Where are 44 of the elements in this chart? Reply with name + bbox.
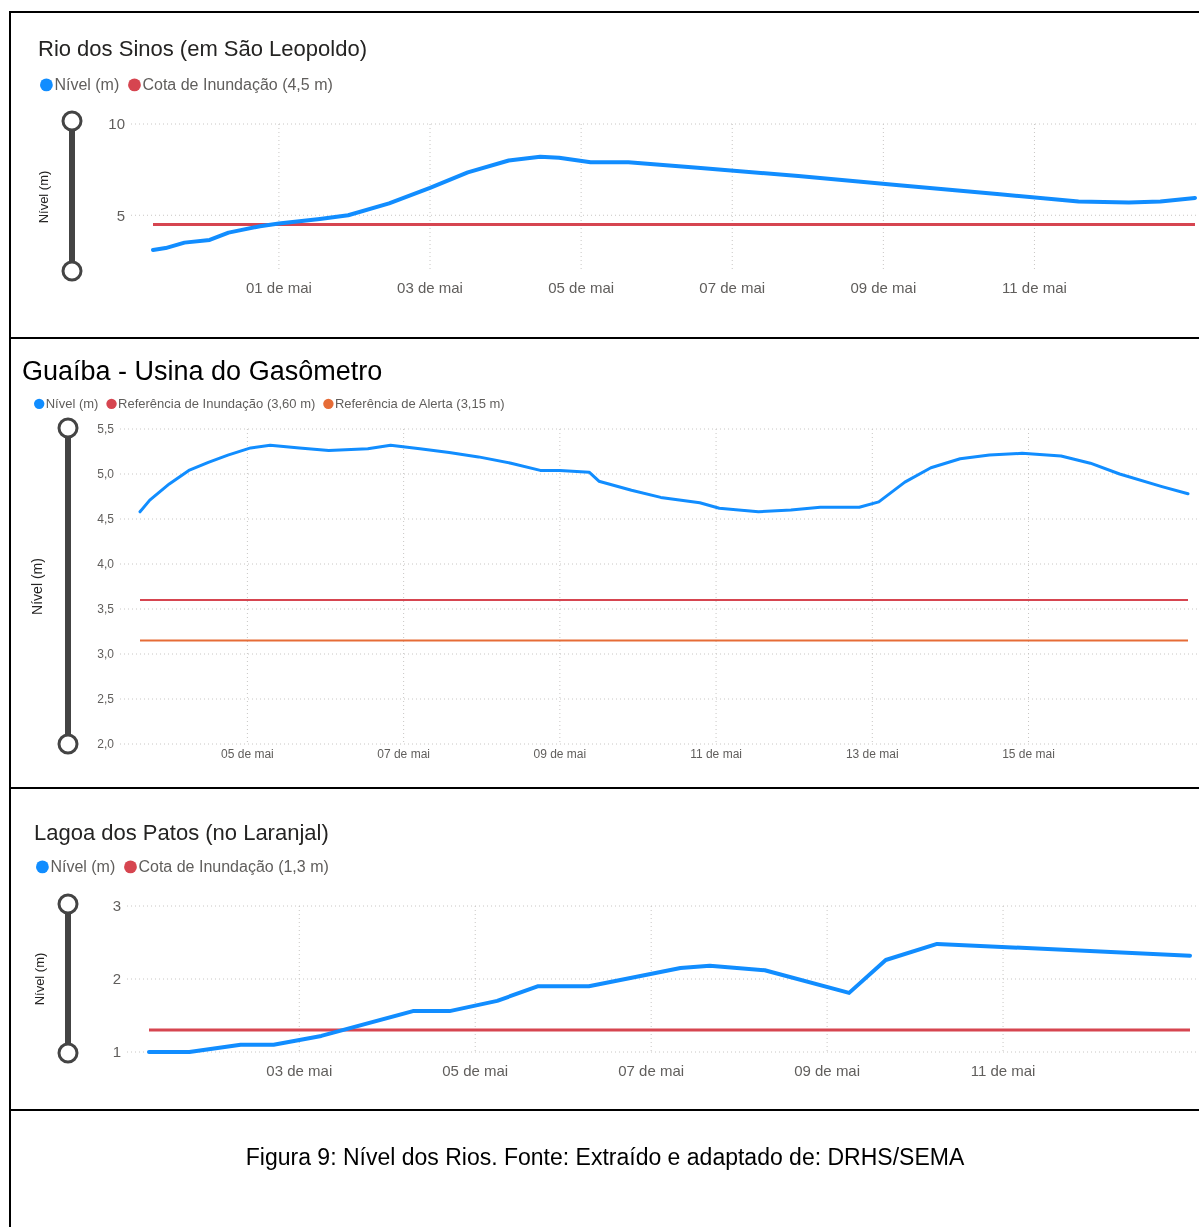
x-tick-label: 11 de mai <box>1002 279 1067 296</box>
x-tick-label: 07 de mai <box>618 1062 685 1079</box>
y-tick-label: 3,0 <box>97 647 115 662</box>
legend-label: Nível (m) <box>45 396 99 411</box>
x-tick-label: 11 de mai <box>970 1062 1036 1079</box>
y-axis-title: Nível (m) <box>36 170 51 224</box>
x-tick-label: 09 de mai <box>533 747 587 761</box>
x-tick-label: 01 de mai <box>245 279 312 296</box>
x-tick-label: 03 de mai <box>266 1062 333 1079</box>
y-axis-title: Nível (m) <box>32 952 47 1006</box>
x-tick-label: 15 de mai <box>1002 747 1055 761</box>
y-tick-label: 2,5 <box>97 692 115 707</box>
y-tick-label: 4,5 <box>97 512 115 527</box>
y-tick-label: 3,5 <box>97 602 115 617</box>
x-tick-label: 05 de mai <box>221 747 274 761</box>
x-tick-label: 03 de mai <box>397 279 463 296</box>
y-tick-label: 1 <box>112 1043 121 1061</box>
x-tick-label: 11 de mai <box>690 747 742 761</box>
legend-label: Nível (m) <box>54 76 120 93</box>
legend-label: Nível (m) <box>50 858 116 875</box>
y-tick-label: 5 <box>116 206 125 224</box>
y-tick-label: 2,0 <box>97 737 115 752</box>
chart-title: Lagoa dos Patos (no Laranjal) <box>34 820 329 845</box>
x-tick-label: 07 de mai <box>377 747 430 761</box>
chart-title: Rio dos Sinos (em São Leopoldo) <box>38 36 367 61</box>
chart-title: Guaíba - Usina do Gasômetro <box>22 356 383 386</box>
y-tick-label: 4,0 <box>97 557 115 572</box>
x-tick-label: 09 de mai <box>794 1062 861 1079</box>
x-tick-label: 13 de mai <box>845 747 899 761</box>
x-tick-label: 07 de mai <box>699 279 766 296</box>
legend-label: Referência de Inundação (3,60 m) <box>118 396 316 411</box>
x-tick-label: 09 de mai <box>850 279 917 296</box>
y-tick-label: 2 <box>112 970 121 988</box>
text: Figura 9: Nível dos Rios. Fonte: Extraído e adaptado de: DRHS/SEMA <box>245 1144 965 1170</box>
y-tick-label: 3 <box>112 897 121 915</box>
y-axis-title: Nível (m) <box>29 558 45 615</box>
legend-label: Referência de Alerta (3,15 m) <box>334 396 505 411</box>
x-tick-label: 05 de mai <box>442 1062 509 1079</box>
legend-label: Cota de Inundação (4,5 m) <box>142 76 333 93</box>
x-tick-label: 05 de mai <box>548 279 615 296</box>
y-tick-label: 10 <box>108 115 125 133</box>
legend-label: Cota de Inundação (1,3 m) <box>138 858 329 875</box>
y-tick-label: 5,5 <box>97 422 115 437</box>
y-tick-label: 5,0 <box>97 467 115 482</box>
